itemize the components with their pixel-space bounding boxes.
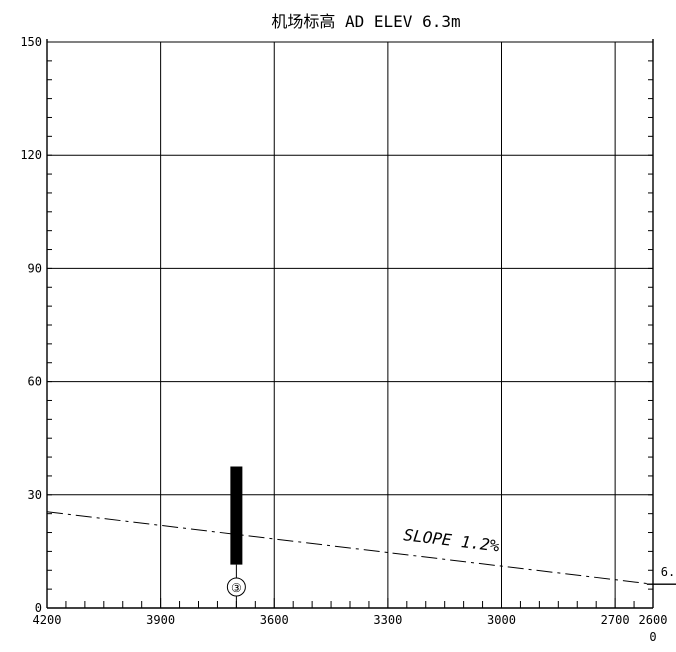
y-tick-label: 120 — [20, 148, 42, 162]
obstacles: ③ — [226, 466, 246, 608]
minor-ticks — [46, 41, 654, 609]
y-tick-label: 0 — [35, 601, 42, 615]
x-tick-label: 2700 — [601, 613, 630, 627]
x-tick-label: 3000 — [487, 613, 516, 627]
slope-line — [46, 511, 654, 585]
obstacle-bar — [230, 466, 243, 565]
y-tick-label: 30 — [28, 488, 42, 502]
chart-title: 机场标高 AD ELEV 6.3m — [271, 12, 460, 31]
x-tick-labels: 4200 3900 3600 3300 3000 2700 2600 0 — [33, 613, 668, 644]
obstacle-marker-label: ③ — [231, 581, 242, 595]
y-tick-labels: 0 30 60 90 120 150 — [20, 35, 42, 615]
y-tick-label: 60 — [28, 375, 42, 389]
x-end-sublabel: 0 — [649, 630, 656, 644]
slope-series — [46, 511, 654, 585]
y-tick-label: 150 — [20, 35, 42, 49]
slope-label: SLOPE 1.2% — [403, 525, 501, 555]
x-tick-label: 3300 — [373, 613, 402, 627]
x-tick-label: 3900 — [146, 613, 175, 627]
grid-lines — [47, 41, 653, 608]
x-tick-label: 2600 — [639, 613, 668, 627]
annotations: SLOPE 1.2% 6.3 — [403, 525, 676, 585]
x-tick-label: 4200 — [33, 613, 62, 627]
elevation-end-label: 6.3 — [661, 565, 676, 579]
y-tick-label: 90 — [28, 261, 42, 275]
x-tick-label: 3600 — [260, 613, 289, 627]
